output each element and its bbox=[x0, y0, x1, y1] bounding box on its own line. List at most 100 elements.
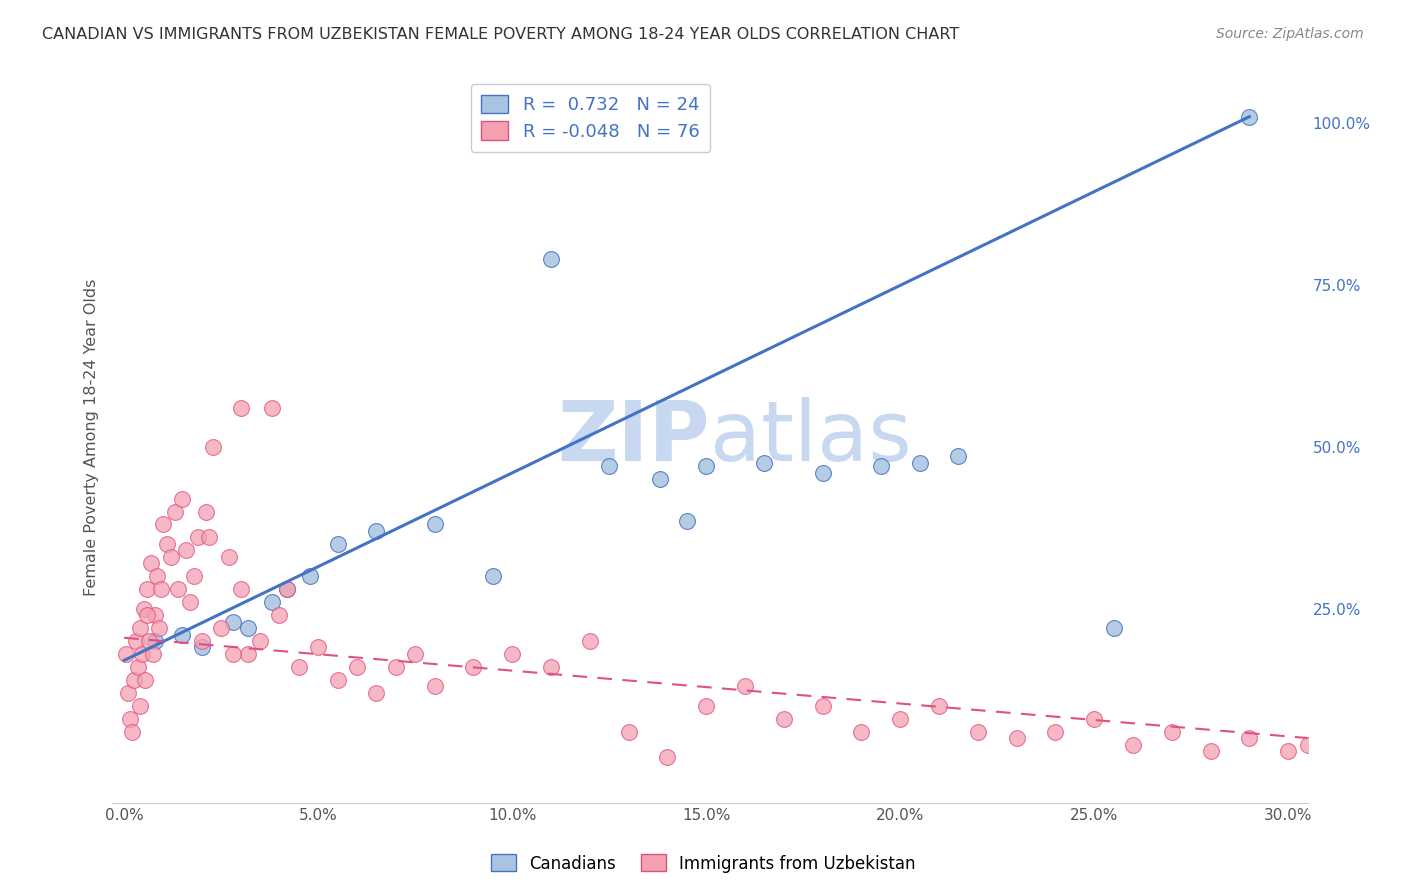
Point bbox=[187, 530, 209, 544]
Point bbox=[163, 504, 186, 518]
Point bbox=[229, 401, 252, 415]
Point bbox=[501, 647, 523, 661]
Text: Source: ZipAtlas.com: Source: ZipAtlas.com bbox=[1216, 27, 1364, 41]
Point bbox=[889, 712, 911, 726]
Point bbox=[276, 582, 298, 597]
Point bbox=[540, 660, 562, 674]
Point bbox=[143, 634, 166, 648]
Point bbox=[152, 517, 174, 532]
Point bbox=[1005, 731, 1028, 745]
Text: ZIP: ZIP bbox=[558, 397, 710, 477]
Point bbox=[598, 459, 620, 474]
Point bbox=[190, 634, 212, 648]
Point bbox=[948, 450, 970, 464]
Point bbox=[695, 698, 717, 713]
Point bbox=[136, 582, 159, 597]
Legend: R =  0.732   N = 24, R = -0.048   N = 76: R = 0.732 N = 24, R = -0.048 N = 76 bbox=[471, 84, 710, 152]
Point bbox=[299, 569, 322, 583]
Point bbox=[423, 679, 446, 693]
Point bbox=[675, 514, 697, 528]
Point bbox=[648, 472, 671, 486]
Point bbox=[121, 724, 143, 739]
Point bbox=[128, 621, 150, 635]
Point bbox=[218, 549, 240, 564]
Point bbox=[928, 698, 950, 713]
Point bbox=[1045, 724, 1067, 739]
Point bbox=[326, 673, 349, 687]
Point bbox=[115, 647, 138, 661]
Point bbox=[125, 634, 148, 648]
Point bbox=[190, 640, 212, 655]
Point bbox=[1102, 621, 1125, 635]
Legend: Canadians, Immigrants from Uzbekistan: Canadians, Immigrants from Uzbekistan bbox=[484, 847, 922, 880]
Point bbox=[146, 569, 169, 583]
Point bbox=[1239, 110, 1261, 124]
Point bbox=[149, 582, 172, 597]
Point bbox=[117, 686, 139, 700]
Point bbox=[138, 634, 160, 648]
Point bbox=[695, 459, 717, 474]
Point bbox=[172, 491, 194, 506]
Point bbox=[481, 569, 503, 583]
Point bbox=[118, 712, 141, 726]
Point bbox=[159, 549, 181, 564]
Text: atlas: atlas bbox=[710, 397, 911, 477]
Point bbox=[222, 647, 245, 661]
Point bbox=[179, 595, 201, 609]
Point bbox=[249, 634, 271, 648]
Point bbox=[384, 660, 406, 674]
Point bbox=[202, 440, 225, 454]
Point bbox=[238, 647, 260, 661]
Point bbox=[238, 621, 260, 635]
Point bbox=[307, 640, 329, 655]
Point bbox=[1296, 738, 1319, 752]
Y-axis label: Female Poverty Among 18-24 Year Olds: Female Poverty Among 18-24 Year Olds bbox=[83, 278, 98, 596]
Point bbox=[851, 724, 873, 739]
Point bbox=[1239, 731, 1261, 745]
Point bbox=[811, 466, 834, 480]
Point bbox=[174, 543, 197, 558]
Point bbox=[143, 608, 166, 623]
Point bbox=[346, 660, 368, 674]
Point bbox=[1160, 724, 1182, 739]
Point bbox=[167, 582, 190, 597]
Point bbox=[617, 724, 640, 739]
Point bbox=[141, 557, 163, 571]
Point bbox=[366, 686, 388, 700]
Point bbox=[463, 660, 485, 674]
Point bbox=[578, 634, 600, 648]
Point bbox=[128, 698, 150, 713]
Point bbox=[194, 504, 217, 518]
Point bbox=[404, 647, 426, 661]
Point bbox=[198, 530, 221, 544]
Point bbox=[131, 647, 153, 661]
Point bbox=[260, 401, 283, 415]
Point bbox=[209, 621, 232, 635]
Point bbox=[156, 537, 179, 551]
Point bbox=[148, 621, 170, 635]
Point bbox=[136, 608, 159, 623]
Point bbox=[326, 537, 349, 551]
Point bbox=[134, 673, 156, 687]
Point bbox=[229, 582, 252, 597]
Point bbox=[966, 724, 988, 739]
Point bbox=[1277, 744, 1299, 758]
Point bbox=[172, 627, 194, 641]
Point bbox=[811, 698, 834, 713]
Point bbox=[276, 582, 298, 597]
Point bbox=[366, 524, 388, 538]
Point bbox=[908, 456, 931, 470]
Point bbox=[269, 608, 291, 623]
Point bbox=[142, 647, 165, 661]
Point bbox=[1122, 738, 1144, 752]
Point bbox=[540, 252, 562, 266]
Point bbox=[122, 673, 145, 687]
Point bbox=[287, 660, 309, 674]
Point bbox=[869, 459, 891, 474]
Point bbox=[1083, 712, 1105, 726]
Point bbox=[772, 712, 794, 726]
Point bbox=[222, 615, 245, 629]
Point bbox=[127, 660, 149, 674]
Point bbox=[132, 601, 155, 615]
Point bbox=[183, 569, 205, 583]
